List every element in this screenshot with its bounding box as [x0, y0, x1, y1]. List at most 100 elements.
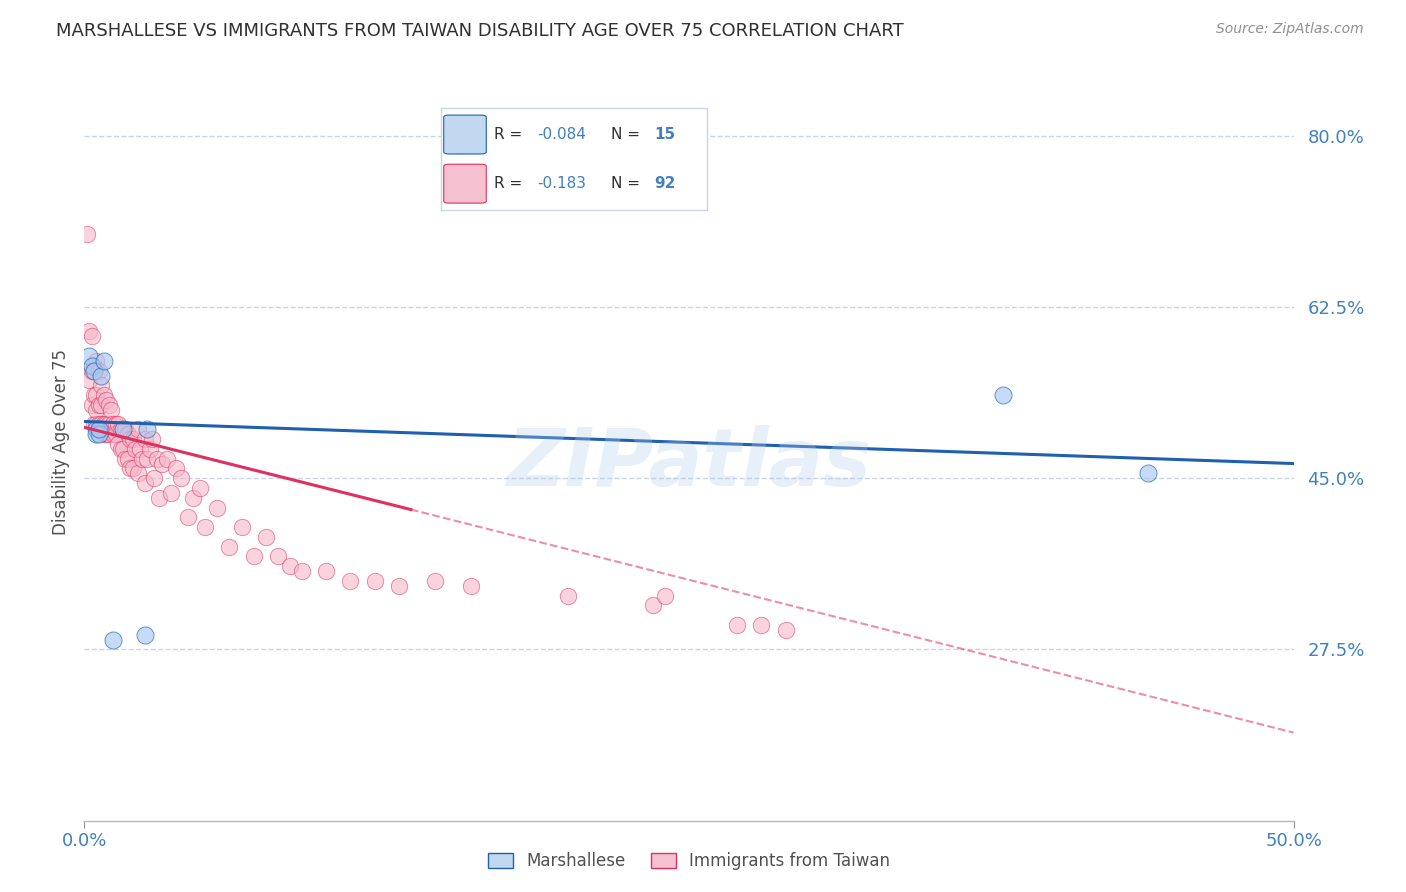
Point: [254, 530, 277, 544]
Point: [80, 363, 103, 377]
Point: [194, 520, 217, 534]
Point: [775, 623, 797, 637]
Point: [278, 559, 301, 574]
Point: [104, 427, 127, 442]
Text: MARSHALLESE VS IMMIGRANTS FROM TAIWAN DISABILITY AGE OVER 75 CORRELATION CHART: MARSHALLESE VS IMMIGRANTS FROM TAIWAN DI…: [56, 22, 904, 40]
Point: [83, 417, 105, 432]
Point: [94, 392, 117, 407]
Point: [134, 628, 156, 642]
Point: [120, 432, 142, 446]
Point: [83, 359, 105, 373]
Point: [117, 451, 139, 466]
Point: [86, 422, 108, 436]
Point: [107, 437, 129, 451]
Point: [993, 388, 1015, 402]
Point: [90, 417, 112, 432]
Point: [77, 325, 100, 339]
Point: [134, 476, 156, 491]
Point: [86, 354, 108, 368]
Point: [460, 579, 482, 593]
Point: [114, 451, 136, 466]
Point: [725, 618, 748, 632]
Point: [131, 451, 153, 466]
Point: [127, 467, 149, 481]
Point: [143, 471, 166, 485]
Point: [165, 461, 187, 475]
Point: [112, 422, 135, 436]
Point: [121, 432, 143, 446]
Point: [129, 442, 152, 456]
Point: [160, 486, 183, 500]
Point: [103, 417, 125, 432]
Point: [557, 589, 579, 603]
Point: [93, 354, 115, 368]
Point: [654, 589, 676, 603]
Point: [117, 427, 139, 442]
Text: ZIPatlas: ZIPatlas: [506, 425, 872, 503]
Point: [87, 427, 110, 442]
Point: [107, 417, 129, 432]
Point: [103, 632, 125, 647]
Point: [138, 442, 160, 456]
Point: [97, 398, 120, 412]
Point: [120, 461, 142, 475]
Point: [87, 422, 110, 436]
Point: [363, 574, 385, 588]
Point: [83, 388, 105, 402]
Point: [100, 402, 122, 417]
Point: [86, 417, 108, 432]
Point: [93, 427, 115, 442]
Y-axis label: Disability Age Over 75: Disability Age Over 75: [52, 349, 70, 534]
Point: [94, 417, 117, 432]
Point: [110, 422, 132, 436]
Point: [112, 442, 135, 456]
Point: [77, 349, 100, 363]
Point: [134, 432, 156, 446]
Point: [170, 471, 193, 485]
Point: [121, 461, 143, 475]
Point: [267, 549, 290, 564]
Point: [112, 422, 135, 436]
Point: [104, 417, 127, 432]
Point: [93, 388, 115, 402]
Point: [90, 378, 112, 392]
Point: [76, 227, 98, 241]
Point: [90, 368, 112, 383]
Point: [77, 373, 100, 387]
Point: [177, 510, 200, 524]
Point: [114, 422, 136, 436]
Point: [86, 388, 108, 402]
Point: [388, 579, 411, 593]
Point: [190, 481, 212, 495]
Point: [148, 491, 170, 505]
Text: Source: ZipAtlas.com: Source: ZipAtlas.com: [1216, 22, 1364, 37]
Point: [83, 363, 105, 377]
Point: [136, 451, 159, 466]
Point: [231, 520, 253, 534]
Point: [423, 574, 446, 588]
Point: [87, 398, 110, 412]
Point: [100, 422, 122, 436]
Point: [155, 451, 177, 466]
Point: [1137, 467, 1160, 481]
Point: [90, 398, 112, 412]
Point: [97, 427, 120, 442]
Point: [207, 500, 229, 515]
Point: [86, 427, 108, 442]
Point: [641, 599, 664, 613]
Point: [150, 457, 173, 471]
Point: [93, 417, 115, 432]
Point: [80, 359, 103, 373]
Legend: Marshallese, Immigrants from Taiwan: Marshallese, Immigrants from Taiwan: [481, 846, 897, 877]
Point: [87, 422, 110, 436]
Point: [124, 442, 146, 456]
Point: [146, 451, 169, 466]
Point: [218, 540, 240, 554]
Point: [141, 432, 163, 446]
Point: [90, 422, 112, 436]
Point: [87, 417, 110, 432]
Point: [181, 491, 204, 505]
Point: [110, 442, 132, 456]
Point: [127, 422, 149, 436]
Point: [103, 427, 125, 442]
